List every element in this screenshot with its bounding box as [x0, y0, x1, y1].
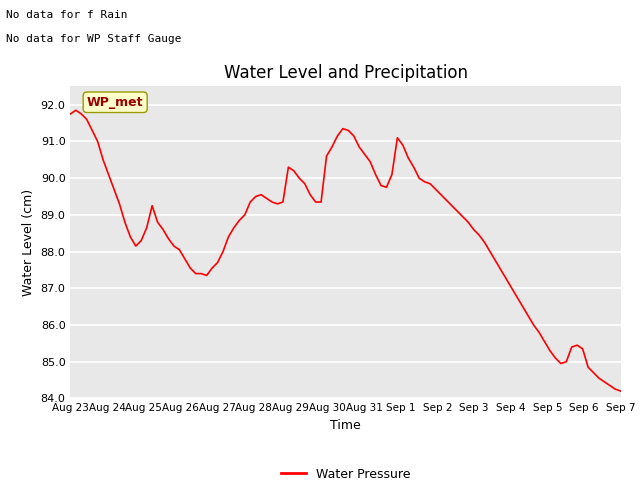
Y-axis label: Water Level (cm): Water Level (cm)	[22, 189, 35, 296]
X-axis label: Time: Time	[330, 419, 361, 432]
Legend: Water Pressure: Water Pressure	[276, 463, 415, 480]
Text: No data for WP Staff Gauge: No data for WP Staff Gauge	[6, 34, 182, 44]
Title: Water Level and Precipitation: Water Level and Precipitation	[223, 64, 468, 82]
Text: WP_met: WP_met	[87, 96, 143, 109]
Text: No data for f Rain: No data for f Rain	[6, 10, 128, 20]
